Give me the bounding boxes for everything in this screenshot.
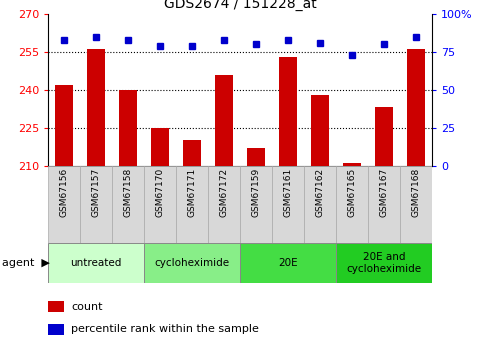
Text: GSM67162: GSM67162 [316, 168, 325, 217]
Bar [241, 166, 272, 243]
Bar [87, 49, 105, 166]
Bar [280, 57, 297, 166]
Text: 20E and
cycloheximide: 20E and cycloheximide [347, 252, 422, 274]
Text: GSM67171: GSM67171 [188, 168, 197, 217]
Text: GSM67161: GSM67161 [284, 168, 293, 217]
Bar [247, 148, 265, 166]
Text: GSM67167: GSM67167 [380, 168, 389, 217]
Bar [176, 166, 208, 243]
Bar [336, 243, 432, 283]
Bar [144, 166, 176, 243]
Text: GSM67157: GSM67157 [92, 168, 101, 217]
Bar [152, 128, 169, 166]
Bar [48, 243, 144, 283]
Title: GDS2674 / 151228_at: GDS2674 / 151228_at [164, 0, 317, 11]
Text: count: count [71, 302, 103, 312]
Bar [343, 163, 361, 166]
Bar [80, 166, 112, 243]
Text: percentile rank within the sample: percentile rank within the sample [71, 324, 259, 334]
Bar [48, 324, 64, 335]
Bar [304, 166, 336, 243]
Text: 20E: 20E [279, 258, 298, 268]
Bar [241, 243, 336, 283]
Bar [112, 166, 144, 243]
Text: untreated: untreated [71, 258, 122, 268]
Text: GSM67170: GSM67170 [156, 168, 165, 217]
Text: GSM67172: GSM67172 [220, 168, 229, 217]
Bar [208, 166, 241, 243]
Text: GSM67159: GSM67159 [252, 168, 261, 217]
Bar [369, 166, 400, 243]
Bar [336, 166, 369, 243]
Bar [408, 49, 425, 166]
Text: cycloheximide: cycloheximide [155, 258, 230, 268]
Text: agent  ▶: agent ▶ [2, 258, 50, 268]
Bar [312, 95, 329, 166]
Bar [48, 166, 80, 243]
Text: GSM67165: GSM67165 [348, 168, 357, 217]
Bar [48, 301, 64, 313]
Bar [56, 85, 73, 166]
Bar [400, 166, 432, 243]
Bar [184, 140, 201, 166]
Bar [375, 107, 393, 166]
Text: GSM67168: GSM67168 [412, 168, 421, 217]
Bar [272, 166, 304, 243]
Text: GSM67158: GSM67158 [124, 168, 133, 217]
Bar [119, 90, 137, 166]
Bar [144, 243, 241, 283]
Text: GSM67156: GSM67156 [60, 168, 69, 217]
Bar [215, 75, 233, 166]
